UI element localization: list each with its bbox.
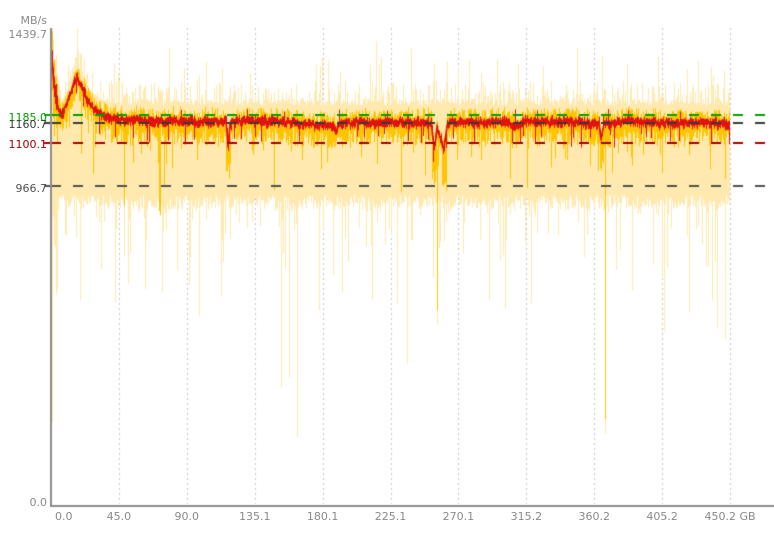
- x-axis-label: 225.1: [374, 510, 407, 523]
- y-axis-label: 1160.7: [8, 118, 48, 132]
- x-axis-label: 270.1: [442, 510, 475, 523]
- y-axis-label: 1100.1: [8, 138, 48, 152]
- y-axis-label: 0.0: [29, 496, 48, 509]
- y-axis-unit-label: MB/s: [20, 14, 47, 27]
- x-axis-label: 90.0: [174, 510, 199, 523]
- y-axis-label: 1439.7: [8, 27, 48, 41]
- x-axis-label: 45.0: [106, 510, 132, 523]
- x-axis-label: 315.2: [510, 510, 543, 523]
- y-axis-label: 1185.0: [8, 110, 48, 124]
- x-axis-label: 450.2 GB: [704, 510, 756, 523]
- x-axis-label: 405.2: [646, 510, 678, 523]
- x-axis-label: 135.1: [239, 510, 271, 523]
- x-axis-label: 360.2: [578, 510, 611, 523]
- x-axis-label: 0.0: [55, 510, 73, 523]
- y-axis-label: 966.7: [15, 181, 48, 195]
- x-axis-label: 180.1: [306, 510, 339, 523]
